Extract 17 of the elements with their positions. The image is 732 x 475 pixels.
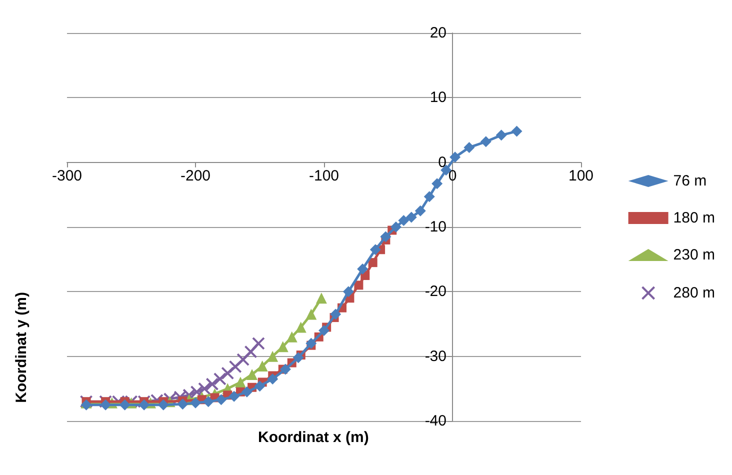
y-tick-label: 0	[438, 154, 446, 171]
y-tick-label: -30	[424, 348, 446, 365]
y-tick-label: -40	[424, 412, 446, 430]
x-tick-label: -100	[308, 167, 340, 184]
x-axis-title: Koordinat x (m)	[258, 429, 369, 446]
y-tick-label: 20	[430, 24, 446, 42]
x-tick-label: -300	[52, 167, 82, 184]
y-axis-title: Koordinat y (m)	[13, 292, 30, 403]
x-tick-label: -200	[180, 167, 211, 184]
legend-label: 180 m	[673, 210, 716, 226]
y-tick-label: -10	[424, 218, 446, 236]
legend-label: 230 m	[673, 246, 716, 264]
legend-label: 280 m	[673, 284, 716, 302]
y-tick-label: -20	[424, 283, 446, 300]
x-tick-label: 100	[568, 167, 594, 184]
legend-label: 76 m	[673, 172, 707, 190]
y-tick-label: 10	[430, 89, 446, 106]
